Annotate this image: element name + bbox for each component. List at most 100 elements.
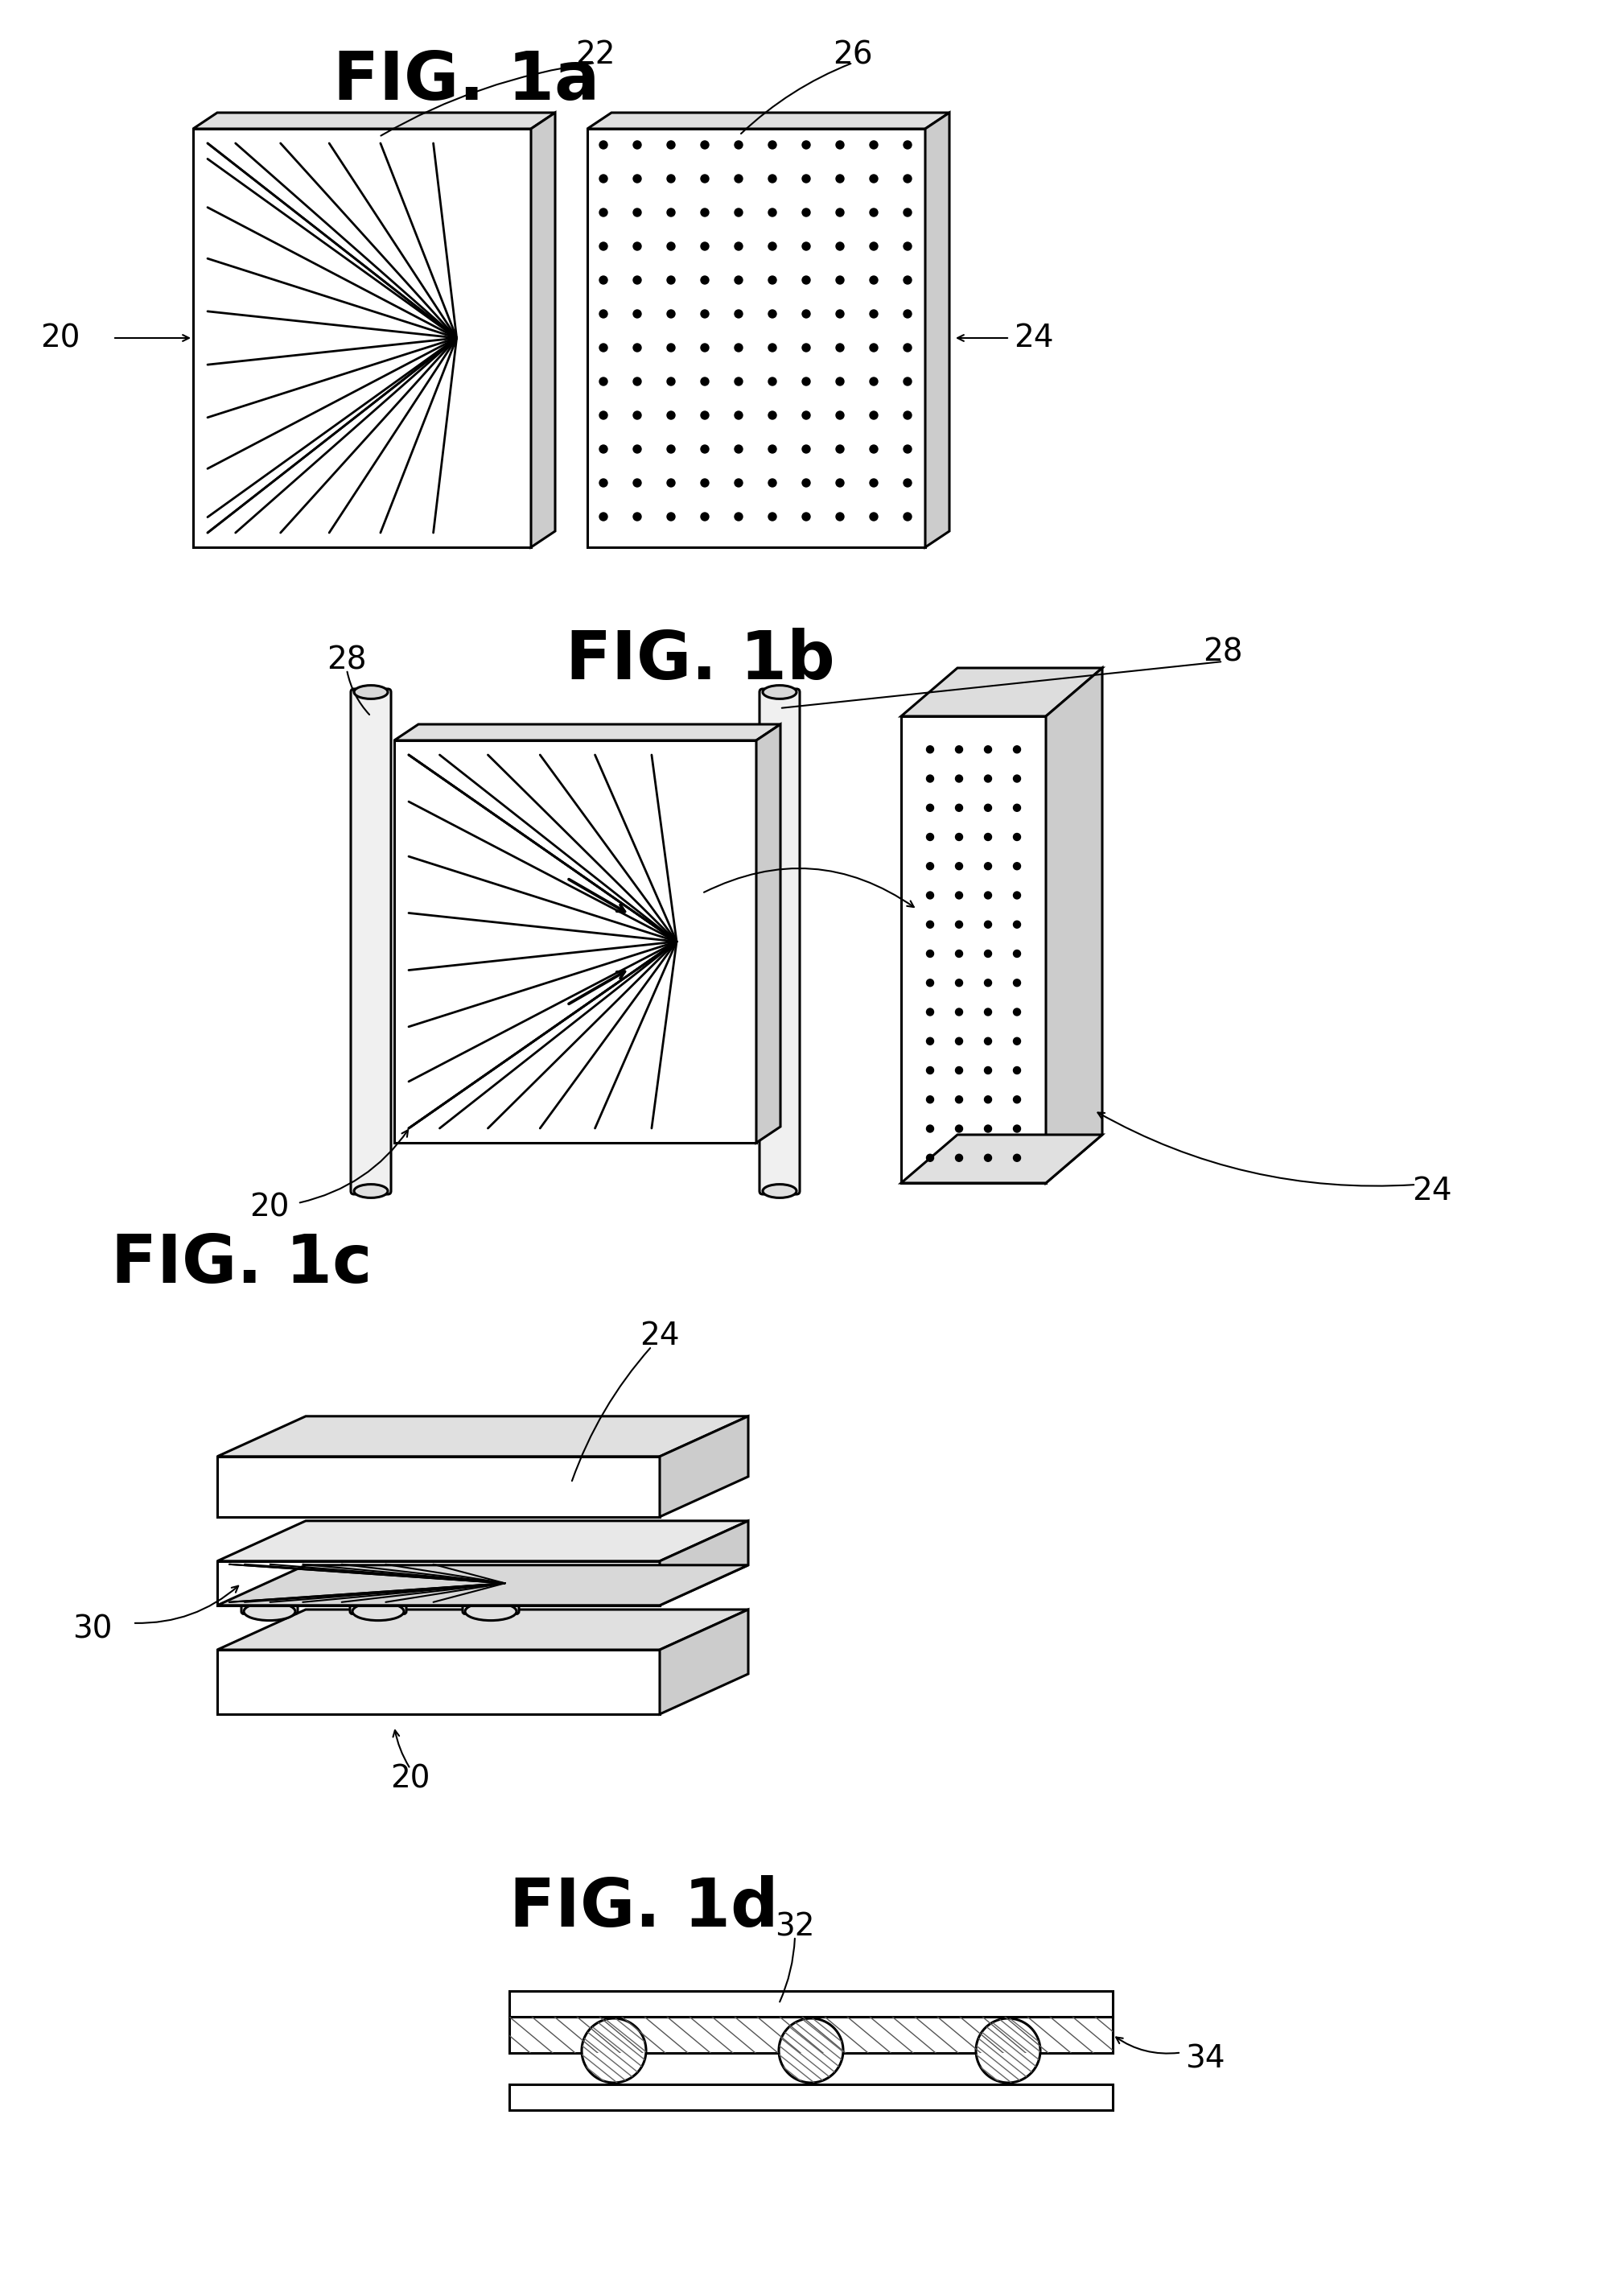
Circle shape [600, 445, 608, 452]
Circle shape [701, 344, 709, 351]
Circle shape [667, 445, 675, 452]
Circle shape [985, 1038, 991, 1045]
Circle shape [835, 310, 843, 317]
Circle shape [926, 863, 934, 870]
Circle shape [701, 310, 709, 317]
Polygon shape [902, 668, 1103, 716]
Text: FIG. 1b: FIG. 1b [566, 627, 835, 693]
Circle shape [633, 140, 641, 149]
Circle shape [769, 140, 777, 149]
Circle shape [769, 344, 777, 351]
Circle shape [600, 140, 608, 149]
Circle shape [835, 276, 843, 285]
Ellipse shape [352, 1603, 404, 1621]
Polygon shape [587, 113, 949, 129]
Circle shape [1014, 833, 1020, 840]
Text: 20: 20 [41, 324, 81, 354]
Circle shape [633, 209, 641, 216]
Circle shape [985, 1125, 991, 1132]
Circle shape [1014, 863, 1020, 870]
Circle shape [735, 344, 743, 351]
Circle shape [600, 310, 608, 317]
Polygon shape [217, 1609, 748, 1651]
Ellipse shape [466, 1603, 516, 1621]
Polygon shape [509, 1991, 1113, 2016]
Ellipse shape [243, 1603, 295, 1621]
FancyBboxPatch shape [350, 1564, 406, 1614]
Circle shape [903, 411, 912, 420]
Polygon shape [660, 1520, 748, 1605]
Ellipse shape [354, 684, 388, 698]
Circle shape [926, 776, 934, 783]
Circle shape [955, 746, 963, 753]
Circle shape [955, 921, 963, 928]
Circle shape [803, 243, 811, 250]
Circle shape [667, 243, 675, 250]
Circle shape [769, 174, 777, 184]
Polygon shape [217, 1417, 748, 1456]
Circle shape [735, 243, 743, 250]
Circle shape [985, 863, 991, 870]
Circle shape [1014, 1125, 1020, 1132]
Circle shape [1014, 1068, 1020, 1075]
Circle shape [701, 174, 709, 184]
Circle shape [701, 411, 709, 420]
Circle shape [869, 310, 878, 317]
Ellipse shape [354, 1185, 388, 1199]
Circle shape [803, 140, 811, 149]
Circle shape [955, 1008, 963, 1015]
Polygon shape [217, 1561, 660, 1605]
Circle shape [701, 140, 709, 149]
Circle shape [633, 411, 641, 420]
Circle shape [903, 344, 912, 351]
Circle shape [803, 512, 811, 521]
Circle shape [955, 833, 963, 840]
Text: 28: 28 [328, 645, 367, 675]
Circle shape [735, 445, 743, 452]
Polygon shape [193, 113, 555, 129]
Ellipse shape [243, 1557, 295, 1575]
Circle shape [735, 411, 743, 420]
Circle shape [667, 276, 675, 285]
Circle shape [926, 1068, 934, 1075]
FancyBboxPatch shape [462, 1564, 519, 1614]
Circle shape [985, 921, 991, 928]
Circle shape [600, 377, 608, 386]
Circle shape [600, 276, 608, 285]
Circle shape [926, 804, 934, 810]
Polygon shape [902, 716, 1046, 1182]
Circle shape [769, 445, 777, 452]
Circle shape [633, 344, 641, 351]
Circle shape [955, 1155, 963, 1162]
Circle shape [667, 174, 675, 184]
Circle shape [1014, 921, 1020, 928]
Circle shape [869, 377, 878, 386]
Circle shape [600, 209, 608, 216]
Circle shape [735, 209, 743, 216]
Circle shape [926, 833, 934, 840]
Circle shape [903, 480, 912, 487]
Circle shape [903, 310, 912, 317]
Circle shape [769, 411, 777, 420]
Circle shape [955, 1095, 963, 1102]
Polygon shape [660, 1417, 748, 1518]
Circle shape [985, 1068, 991, 1075]
Circle shape [985, 804, 991, 810]
Circle shape [600, 344, 608, 351]
Text: 30: 30 [73, 1614, 112, 1644]
Text: 24: 24 [639, 1320, 680, 1352]
Ellipse shape [352, 1557, 404, 1575]
Circle shape [600, 411, 608, 420]
Text: 24: 24 [1413, 1176, 1452, 1205]
Circle shape [735, 140, 743, 149]
Circle shape [1014, 1095, 1020, 1102]
Circle shape [701, 512, 709, 521]
Polygon shape [756, 723, 780, 1143]
Circle shape [701, 445, 709, 452]
Circle shape [1014, 776, 1020, 783]
Polygon shape [530, 113, 555, 546]
Circle shape [803, 445, 811, 452]
Circle shape [779, 2018, 843, 2082]
Circle shape [633, 512, 641, 521]
Circle shape [633, 480, 641, 487]
